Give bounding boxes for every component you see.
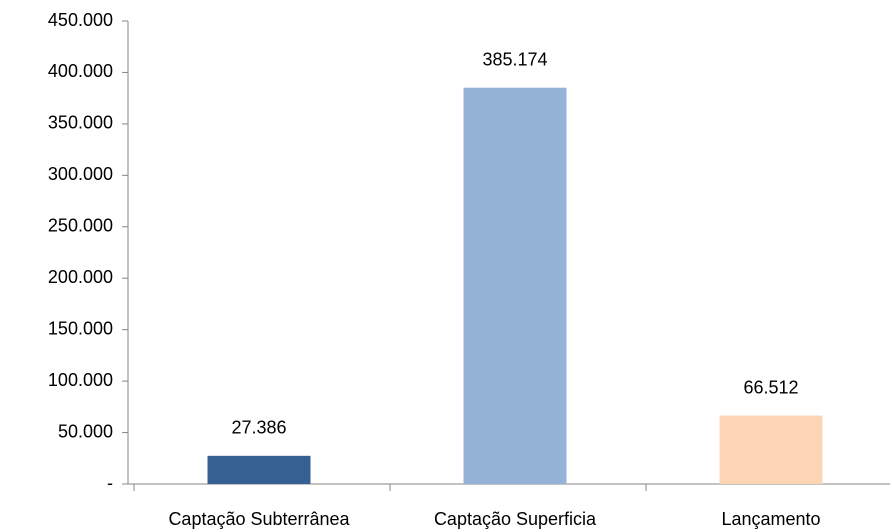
x-tick-label: Lançamento [721, 509, 820, 529]
y-tick-label: 200.000 [48, 267, 113, 287]
y-tick-label: - [107, 473, 113, 493]
x-tick-label: Captação Subterrânea [168, 509, 350, 529]
y-tick-label: 250.000 [48, 216, 113, 236]
y-tick-label: 150.000 [48, 318, 113, 338]
bar [207, 455, 311, 484]
value-label: 66.512 [743, 377, 798, 397]
bar [463, 87, 567, 484]
x-tick-label: Captação Superficia [434, 509, 597, 529]
y-tick-label: 450.000 [48, 10, 113, 30]
y-tick-label: 50.000 [58, 421, 113, 441]
y-tick-label: 400.000 [48, 61, 113, 81]
y-tick-label: 100.000 [48, 370, 113, 390]
value-label: 385.174 [482, 49, 547, 69]
value-label: 27.386 [231, 418, 286, 438]
y-tick-label: 350.000 [48, 113, 113, 133]
y-tick-label: 300.000 [48, 164, 113, 184]
bar [719, 415, 823, 484]
